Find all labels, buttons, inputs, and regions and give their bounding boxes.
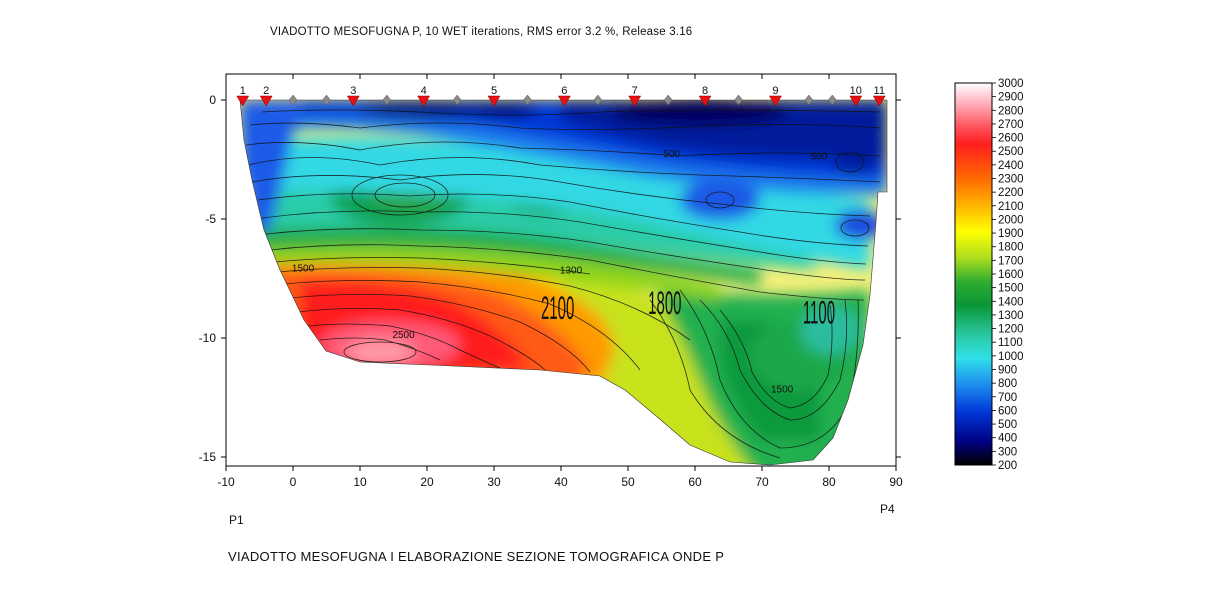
shot-point-marker [663, 94, 673, 106]
geophone-marker [768, 95, 782, 107]
x-tick-label: 90 [889, 475, 903, 489]
colorbar-label: 1500 [998, 283, 1024, 295]
colorbar-label: 1100 [998, 337, 1023, 349]
x-tick-label: 80 [822, 475, 836, 489]
x-tick-label: -10 [217, 475, 235, 489]
geophone-marker [628, 95, 642, 107]
contour-label: 2100 [541, 291, 574, 327]
shot-point-marker [288, 94, 298, 106]
geophone-label: 10 [850, 85, 862, 97]
x-tick-label: 70 [755, 475, 769, 489]
x-tick-label: 30 [487, 475, 501, 489]
contour-label: 2500 [392, 330, 415, 341]
geophone-marker [557, 95, 571, 107]
geophone-marker [236, 95, 250, 107]
colorbar-label: 600 [998, 405, 1017, 417]
x-tick-label: 0 [290, 475, 297, 489]
section-caption: VIADOTTO MESOFUGNA I ELABORAZIONE SEZION… [228, 549, 725, 564]
colorbar-label: 2500 [998, 146, 1024, 158]
colorbar-label: 500 [998, 419, 1017, 431]
geophone-label: 11 [874, 85, 885, 97]
shot-point-marker [382, 94, 392, 106]
velocity-field [240, 100, 887, 465]
colorbar-label: 2900 [998, 92, 1024, 104]
contour-labels: 2100 1800 1100 2500 1500 1500 1300 500 500 [292, 149, 835, 396]
contour-label: 1100 [803, 296, 835, 332]
x-tick-label: 20 [420, 475, 434, 489]
colorbar-label: 2100 [998, 201, 1024, 213]
colorbar-label: 1000 [998, 351, 1024, 363]
y-tick-label: 0 [209, 93, 216, 107]
colorbar-label: 1600 [998, 269, 1024, 281]
contour-label: 500 [663, 149, 680, 160]
section-outline [239, 99, 888, 466]
contour-label: 1500 [771, 385, 794, 396]
geophone-marker [259, 95, 273, 107]
colorbar [954, 82, 993, 466]
colorbar-label: 700 [998, 392, 1017, 404]
colorbar-label: 900 [998, 365, 1017, 377]
colorbar-label: 2300 [998, 174, 1024, 186]
colorbar-label: 2800 [998, 105, 1024, 117]
geophone-label: 2 [263, 85, 269, 97]
geophone-label: 1 [240, 85, 246, 97]
colorbar-label: 2600 [998, 133, 1024, 145]
colorbar-label: 1300 [998, 310, 1024, 322]
colorbar-label: 1700 [998, 255, 1024, 267]
x-tick-label: 50 [621, 475, 635, 489]
geophone-label: 9 [772, 85, 778, 97]
geophone-markers: 1 2 3 4 5 6 7 8 9 10 11 [236, 85, 886, 107]
geophone-marker [487, 95, 501, 107]
shot-point-marker [322, 94, 331, 106]
geophone-label: 7 [632, 85, 638, 97]
chart-title: VIADOTTO MESOFUGNA P, 10 WET iterations,… [270, 26, 693, 38]
colorbar-label: 800 [998, 378, 1017, 390]
geophone-marker [417, 95, 431, 107]
shot-point-marker [452, 94, 462, 106]
contour-label: 1300 [560, 266, 583, 277]
axes: -10 0 10 20 30 40 50 60 70 80 900-5-10-15 [199, 74, 903, 489]
geophone-marker [698, 95, 712, 107]
colorbar-label: 200 [998, 460, 1017, 472]
shot-point-marker [734, 94, 743, 106]
shot-point-marker [593, 94, 603, 106]
colorbar-label: 1400 [998, 296, 1024, 308]
right-end-label: P4 [880, 502, 895, 516]
colorbar-label: 400 [998, 433, 1017, 445]
colorbar-label: 1900 [998, 228, 1024, 240]
geophone-label: 3 [350, 85, 356, 97]
contour-label: 1500 [292, 263, 315, 274]
colorbar-label: 1200 [998, 324, 1024, 336]
geophone-marker [872, 95, 886, 107]
left-end-label: P1 [229, 513, 244, 527]
geophone-label: 4 [421, 85, 427, 97]
x-tick-label: 10 [353, 475, 367, 489]
shot-point-marker [523, 94, 532, 106]
y-tick-label: -15 [199, 450, 217, 464]
geophone-label: 8 [702, 85, 708, 97]
colorbar-label: 2700 [998, 119, 1024, 131]
shot-point-marker [828, 94, 837, 106]
geophone-label: 5 [491, 85, 497, 97]
y-tick-label: -5 [205, 212, 216, 226]
colorbar-label: 300 [998, 446, 1017, 458]
colorbar-label: 2200 [998, 187, 1024, 199]
geophone-marker [849, 95, 863, 107]
geophone-label: 6 [561, 85, 567, 97]
geophone-marker [346, 95, 360, 107]
x-tick-label: 40 [554, 475, 568, 489]
colorbar-label: 3000 [998, 78, 1024, 90]
colorbar-label: 2400 [998, 160, 1024, 172]
contour-label: 500 [811, 152, 828, 163]
colorbar-label: 1800 [998, 242, 1024, 254]
x-tick-label: 60 [688, 475, 702, 489]
colorbar-label: 2000 [998, 214, 1024, 226]
y-tick-label: -10 [199, 331, 217, 345]
shot-point-marker [804, 94, 814, 106]
contour-label: 1800 [648, 286, 681, 322]
